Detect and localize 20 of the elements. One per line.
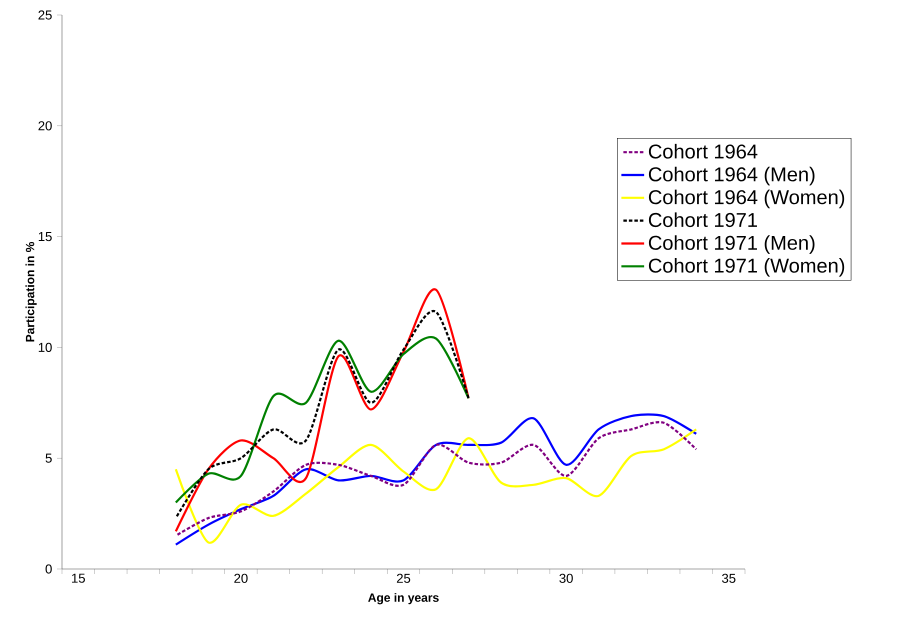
x-tick-label: 20 bbox=[234, 574, 248, 583]
legend-label: Cohort 1964 (Men) bbox=[648, 166, 814, 186]
y-tick-label: 25 bbox=[38, 10, 52, 20]
y-tick-label: 15 bbox=[38, 232, 52, 242]
y-axis-title: Participation in % bbox=[25, 242, 37, 342]
legend-label: Cohort 1964 bbox=[648, 144, 758, 159]
line-series bbox=[174, 336, 470, 504]
x-axis-title: Age in years bbox=[368, 593, 439, 604]
y-tick-label: 0 bbox=[46, 564, 52, 574]
legend-label: Cohort 1971 bbox=[648, 212, 757, 228]
legend-label: Cohort 1971 (Women) bbox=[648, 258, 844, 277]
y-tick-label: 5 bbox=[46, 454, 52, 463]
y-tick-label: 10 bbox=[38, 342, 52, 352]
x-tick-label: 35 bbox=[722, 574, 736, 583]
x-tick-label: 30 bbox=[559, 574, 573, 583]
y-tick-label: 20 bbox=[38, 121, 52, 130]
legend-label: Cohort 1971 (Men) bbox=[648, 235, 814, 254]
x-tick-label: 15 bbox=[72, 574, 85, 583]
x-tick-label: 25 bbox=[396, 574, 410, 583]
legend-label: Cohort 1964 (Women) bbox=[648, 190, 844, 208]
